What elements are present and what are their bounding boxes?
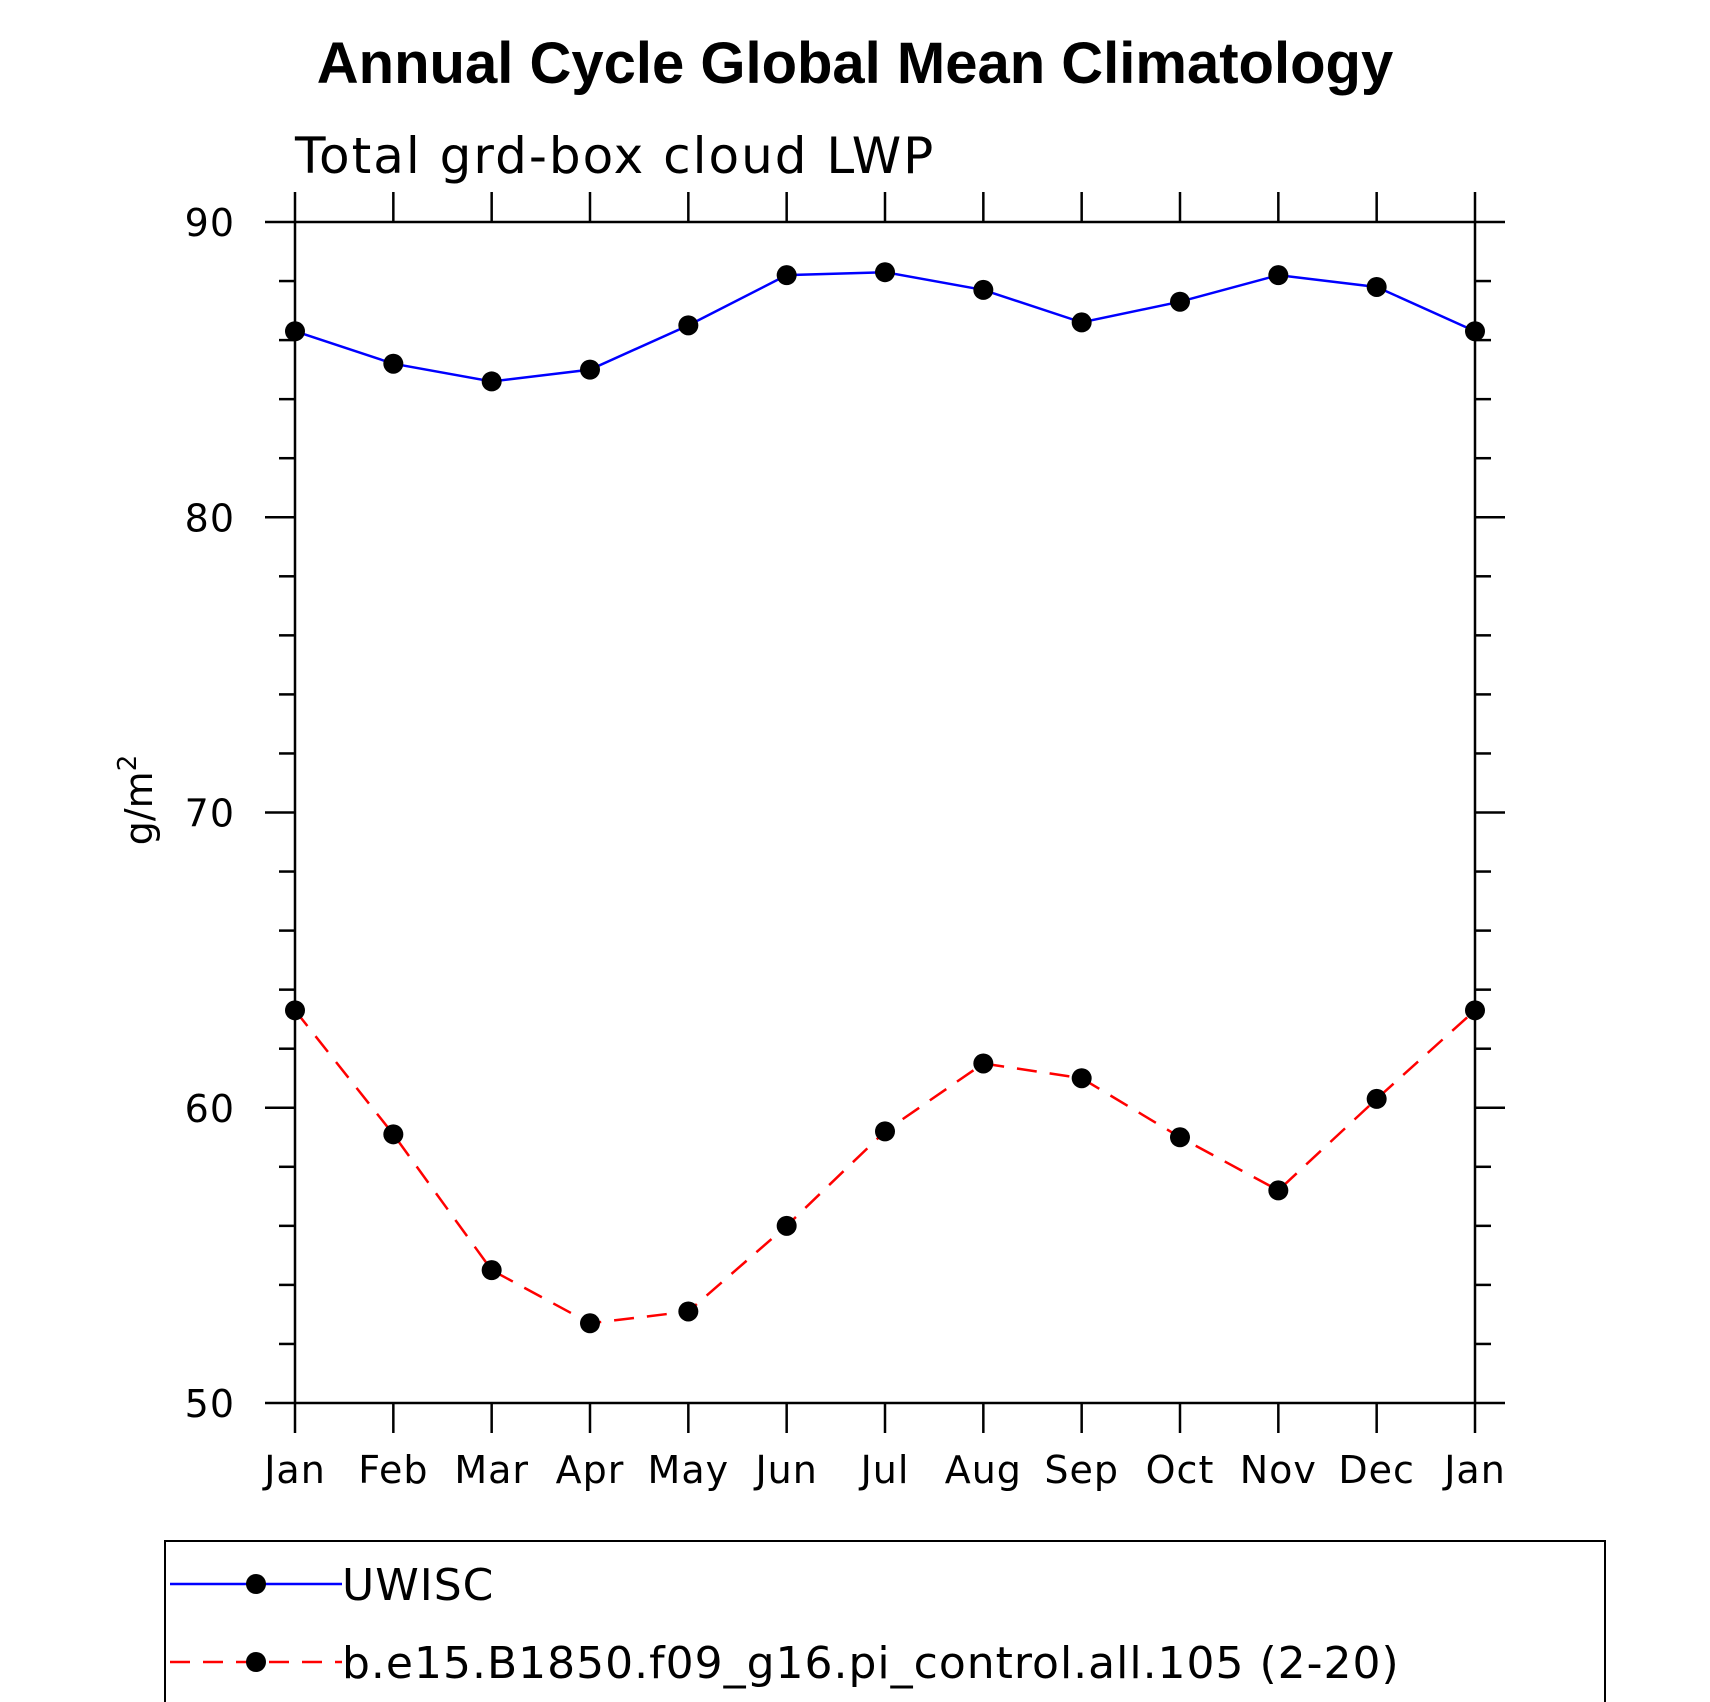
data-point-0 bbox=[383, 353, 404, 374]
data-point-1 bbox=[1465, 1000, 1485, 1021]
x-tick-label: Aug bbox=[945, 1448, 1022, 1492]
legend-label-uwisc: UWISC bbox=[342, 1560, 494, 1611]
legend: UWISC b.e15.B1850.f09_g16.pi_control.all… bbox=[164, 1540, 1606, 1702]
y-tick-label: 90 bbox=[185, 201, 235, 245]
x-tick-label: Jul bbox=[859, 1448, 910, 1492]
plot-frame bbox=[293, 220, 1477, 1405]
data-point-1 bbox=[678, 1301, 699, 1322]
data-point-1 bbox=[1366, 1088, 1387, 1109]
series-layer bbox=[285, 262, 1485, 1334]
legend-label-model: b.e15.B1850.f09_g16.pi_control.all.105 (… bbox=[342, 1638, 1400, 1689]
y-axis-label: g/m2 bbox=[113, 755, 161, 846]
x-tick-label: May bbox=[648, 1448, 730, 1492]
data-point-1 bbox=[580, 1313, 600, 1334]
x-tick-label: Oct bbox=[1146, 1448, 1215, 1492]
data-point-1 bbox=[875, 1121, 895, 1142]
legend-box bbox=[164, 1540, 1606, 1702]
data-point-1 bbox=[1268, 1180, 1289, 1201]
data-point-1 bbox=[1170, 1127, 1190, 1148]
data-point-0 bbox=[973, 279, 994, 300]
chart-subtitle: Total grd-box cloud LWP bbox=[294, 127, 935, 185]
data-point-0 bbox=[1268, 265, 1289, 286]
data-point-0 bbox=[1366, 276, 1387, 297]
data-point-1 bbox=[776, 1215, 797, 1236]
data-point-0 bbox=[481, 371, 502, 392]
svg-text:g/m2: g/m2 bbox=[113, 755, 161, 846]
data-point-1 bbox=[1071, 1068, 1092, 1089]
x-tick-label: Dec bbox=[1338, 1448, 1415, 1492]
data-point-0 bbox=[776, 265, 797, 286]
legend-marker-model bbox=[246, 1652, 266, 1672]
x-tick-label: Nov bbox=[1240, 1448, 1317, 1492]
x-tick-label: Feb bbox=[358, 1448, 428, 1492]
data-point-0 bbox=[678, 315, 699, 336]
x-tick-label: Jan bbox=[1442, 1448, 1506, 1492]
chart-title: Annual Cycle Global Mean Climatology bbox=[317, 31, 1393, 96]
data-point-0 bbox=[285, 321, 305, 342]
data-point-0 bbox=[1071, 312, 1092, 333]
data-point-1 bbox=[383, 1124, 404, 1145]
data-point-1 bbox=[481, 1260, 502, 1281]
axis-ticks bbox=[265, 192, 1505, 1433]
x-tick-label: Sep bbox=[1044, 1448, 1119, 1492]
x-tick-label: Apr bbox=[556, 1448, 625, 1492]
data-point-1 bbox=[973, 1053, 994, 1074]
data-point-0 bbox=[1465, 321, 1485, 342]
series-line-0 bbox=[294, 270, 1476, 383]
data-point-1 bbox=[285, 1000, 305, 1021]
data-point-0 bbox=[875, 262, 895, 283]
x-tick-label: Jan bbox=[262, 1448, 326, 1492]
data-point-0 bbox=[1170, 291, 1190, 312]
y-tick-label: 50 bbox=[185, 1382, 235, 1426]
series-line-1 bbox=[294, 1009, 1476, 1325]
data-point-0 bbox=[580, 359, 600, 380]
legend-marker-uwisc bbox=[246, 1574, 266, 1594]
y-tick-label: 70 bbox=[185, 792, 235, 836]
x-tick-label: Mar bbox=[454, 1448, 529, 1492]
y-tick-label: 80 bbox=[185, 496, 235, 540]
tick-labels: Jan Feb Mar Apr May Jun Jul Aug Sep Oct Nov Dec Jan 5… bbox=[185, 201, 1506, 1492]
y-tick-label: 60 bbox=[185, 1087, 235, 1131]
y-axis-label-superscript: 2 bbox=[113, 755, 143, 772]
x-tick-label: Jun bbox=[753, 1448, 817, 1492]
y-axis-label-text: g/m bbox=[117, 771, 161, 845]
